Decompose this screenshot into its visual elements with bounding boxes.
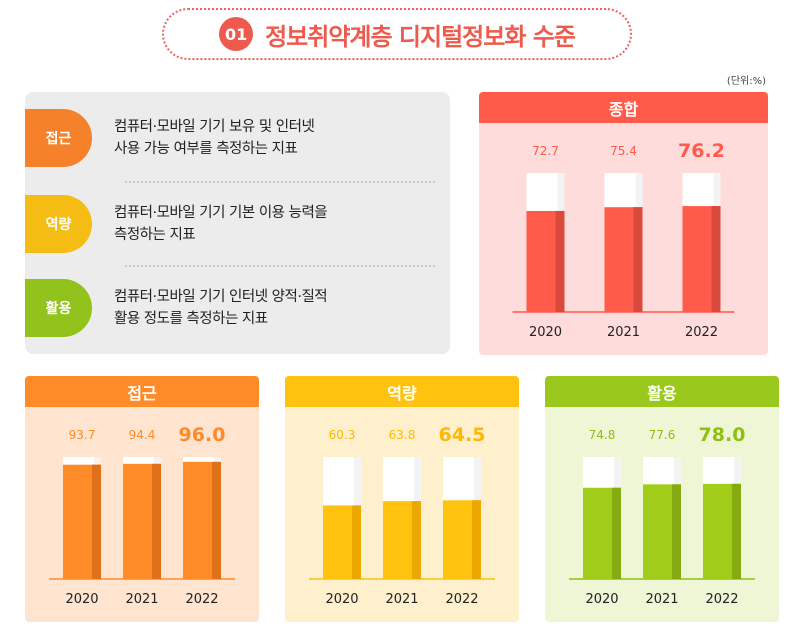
value-label-2022: 76.2: [678, 140, 725, 162]
bar-shade-2020: [92, 464, 101, 579]
bar-shade-2022: [472, 500, 481, 579]
bar-shade-2020: [612, 487, 621, 579]
bar-shade-2020: [555, 210, 565, 312]
page-title: 01 정보취약계층 디지털정보화 수준: [162, 8, 632, 60]
definition-line: 컴퓨터·모바일 기기 기본 이용 능력을: [114, 205, 328, 221]
chart-utilization: 74.8 2020 77.6 2021 78.0 2022: [569, 424, 755, 607]
value-label-2020: 60.3: [329, 428, 356, 442]
category-label-2020: 2020: [585, 592, 618, 607]
definition-capability: 역량 컴퓨터·모바일 기기 기본 이용 능력을 측정하는 지표: [25, 194, 450, 254]
definition-utilization: 활용 컴퓨터·모바일 기기 인터넷 양적·질적 활용 정도를 측정하는 지표: [25, 278, 450, 338]
category-label-2020: 2020: [65, 592, 98, 607]
value-label-2022: 78.0: [699, 424, 746, 446]
divider: [125, 181, 435, 183]
chart-title: 종합: [479, 92, 768, 123]
value-label-2021: 94.4: [129, 428, 156, 442]
definition-text: 컴퓨터·모바일 기기 보유 및 인터넷 사용 가능 여부를 측정하는 지표: [114, 116, 315, 160]
value-label-2022: 96.0: [179, 424, 226, 446]
category-label-2021: 2021: [645, 592, 678, 607]
value-label-2020: 72.7: [532, 144, 559, 158]
value-label-2021: 63.8: [389, 428, 416, 442]
chart-title: 활용: [545, 376, 779, 407]
bar-shade-2022: [212, 461, 221, 579]
value-label-2021: 75.4: [610, 144, 637, 158]
bar-shade-2021: [672, 484, 681, 579]
category-label-2022: 2022: [185, 592, 218, 607]
chart-capability: 60.3 2020 63.8 2021 64.5 2022: [309, 424, 495, 607]
definition-badge: 활용: [25, 279, 92, 337]
definition-text: 컴퓨터·모바일 기기 인터넷 양적·질적 활용 정도를 측정하는 지표: [114, 286, 328, 330]
title-text: 정보취약계층 디지털정보화 수준: [265, 22, 576, 51]
definition-badge: 접근: [25, 109, 92, 167]
category-label-2022: 2022: [705, 592, 738, 607]
category-label-2021: 2021: [125, 592, 158, 607]
chart-title: 역량: [285, 376, 519, 407]
chart-total: 72.7 2020 75.4 2021 76.2 2022: [512, 140, 735, 340]
definition-line: 활용 정도를 측정하는 지표: [114, 311, 268, 327]
value-label-2021: 77.6: [649, 428, 676, 442]
bar-shade-2021: [633, 207, 643, 312]
definition-line: 컴퓨터·모바일 기기 보유 및 인터넷: [114, 119, 315, 135]
category-label-2022: 2022: [685, 325, 718, 340]
category-label-2021: 2021: [607, 325, 640, 340]
bar-shade-2022: [711, 206, 721, 312]
bar-shade-2021: [152, 463, 161, 579]
definition-badge: 역량: [25, 195, 92, 253]
bar-shade-2021: [412, 501, 421, 579]
chart-card-access: 접근 93.7 2020 94.4 2021 96.0 2022: [25, 376, 259, 622]
chart-card-total: 종합 72.7 2020 75.4 2021 76.2 2022: [479, 92, 768, 355]
definitions-panel: 접근 컴퓨터·모바일 기기 보유 및 인터넷 사용 가능 여부를 측정하는 지표…: [25, 92, 450, 354]
definition-line: 측정하는 지표: [114, 227, 196, 243]
bar-shade-2020: [352, 505, 361, 579]
title-number-badge: 01: [219, 17, 254, 51]
bar-shade-2022: [732, 483, 741, 579]
category-label-2020: 2020: [529, 325, 562, 340]
category-label-2022: 2022: [445, 592, 478, 607]
value-label-2022: 64.5: [439, 424, 486, 446]
chart-access: 93.7 2020 94.4 2021 96.0 2022: [49, 424, 235, 607]
definition-access: 접근 컴퓨터·모바일 기기 보유 및 인터넷 사용 가능 여부를 측정하는 지표: [25, 108, 450, 168]
value-label-2020: 93.7: [69, 428, 96, 442]
definition-line: 컴퓨터·모바일 기기 인터넷 양적·질적: [114, 289, 328, 305]
definition-line: 사용 가능 여부를 측정하는 지표: [114, 141, 298, 157]
value-label-2020: 74.8: [589, 428, 616, 442]
category-label-2021: 2021: [385, 592, 418, 607]
category-label-2020: 2020: [325, 592, 358, 607]
chart-title: 접근: [25, 376, 259, 407]
divider: [125, 265, 435, 267]
chart-card-capability: 역량 60.3 2020 63.8 2021 64.5 2022: [285, 376, 519, 622]
definition-text: 컴퓨터·모바일 기기 기본 이용 능력을 측정하는 지표: [114, 202, 328, 246]
chart-card-utilization: 활용 74.8 2020 77.6 2021 78.0 2022: [545, 376, 779, 622]
unit-label: (단위:%): [726, 76, 766, 87]
